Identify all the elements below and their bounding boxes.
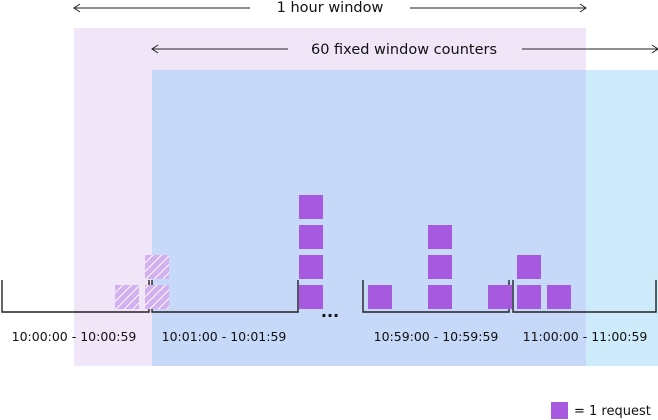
ellipsis: ... bbox=[321, 302, 339, 321]
request-square bbox=[428, 255, 452, 279]
request-square bbox=[299, 225, 323, 249]
request-square bbox=[488, 285, 512, 309]
request-square bbox=[299, 195, 323, 219]
legend-label: = 1 request bbox=[574, 404, 651, 419]
request-square bbox=[299, 255, 323, 279]
request-square bbox=[145, 255, 169, 279]
bucket-label-3: 10:59:00 - 10:59:59 bbox=[374, 329, 499, 344]
request-square bbox=[547, 285, 571, 309]
request-square bbox=[145, 285, 169, 309]
request-square bbox=[115, 285, 139, 309]
bucket-label-2: 10:01:00 - 10:01:59 bbox=[162, 329, 287, 344]
counters-window-arrow bbox=[151, 44, 658, 54]
request-square bbox=[517, 285, 541, 309]
hour-window-arrow bbox=[73, 3, 587, 13]
hour-window-label: 1 hour window bbox=[277, 0, 384, 16]
bucket-label-1: 10:00:00 - 10:00:59 bbox=[12, 329, 137, 344]
counters-window-label: 60 fixed window counters bbox=[311, 42, 497, 58]
request-square bbox=[368, 285, 392, 309]
request-square-icon bbox=[551, 402, 568, 419]
request-square bbox=[299, 285, 323, 309]
bucket-label-4: 11:00:00 - 11:00:59 bbox=[523, 329, 648, 344]
request-square bbox=[428, 285, 452, 309]
request-square bbox=[428, 225, 452, 249]
counters-window-region bbox=[152, 70, 586, 366]
request-square bbox=[517, 255, 541, 279]
request-squares bbox=[115, 195, 571, 309]
bucket-bracket-4 bbox=[512, 280, 657, 313]
next-window-region bbox=[586, 70, 658, 366]
